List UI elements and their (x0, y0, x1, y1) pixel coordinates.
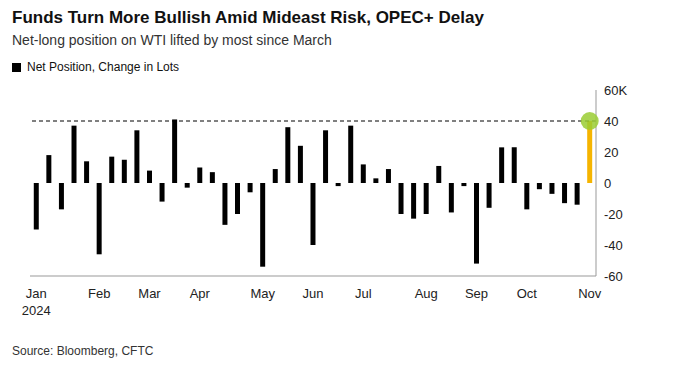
svg-text:60K: 60K (604, 83, 627, 98)
svg-text:Jul: Jul (355, 286, 372, 301)
svg-text:Nov: Nov (578, 286, 602, 301)
svg-text:Apr: Apr (190, 286, 211, 301)
html-text:Funds Turn More Bullish Amid M: Funds Turn More Bullish Amid Mideast Ris… (12, 8, 484, 27)
svg-text:-60: -60 (604, 269, 623, 284)
svg-text:Oct: Oct (517, 286, 538, 301)
html-text:Net-long position on WTI lifte: Net-long position on WTI lifted by most … (12, 32, 332, 48)
html-text:Source: Bloomberg, CFTC: Source: Bloomberg, CFTC (12, 344, 154, 358)
svg-text:0: 0 (604, 176, 611, 191)
svg-text:20: 20 (604, 145, 618, 160)
svg-text:2024: 2024 (22, 303, 51, 316)
svg-text:Jan: Jan (26, 286, 47, 301)
html-text:Net Position, Change in Lots: Net Position, Change in Lots (27, 60, 180, 74)
svg-text:Feb: Feb (88, 286, 110, 301)
svg-text:May: May (250, 286, 275, 301)
svg-text:Jun: Jun (303, 286, 324, 301)
svg-text:Aug: Aug (415, 286, 438, 301)
svg-text:Mar: Mar (138, 286, 161, 301)
svg-text:-40: -40 (604, 238, 623, 253)
svg-text:40: 40 (604, 114, 618, 129)
svg-text:-20: -20 (604, 207, 623, 222)
svg-text:Sep: Sep (465, 286, 488, 301)
